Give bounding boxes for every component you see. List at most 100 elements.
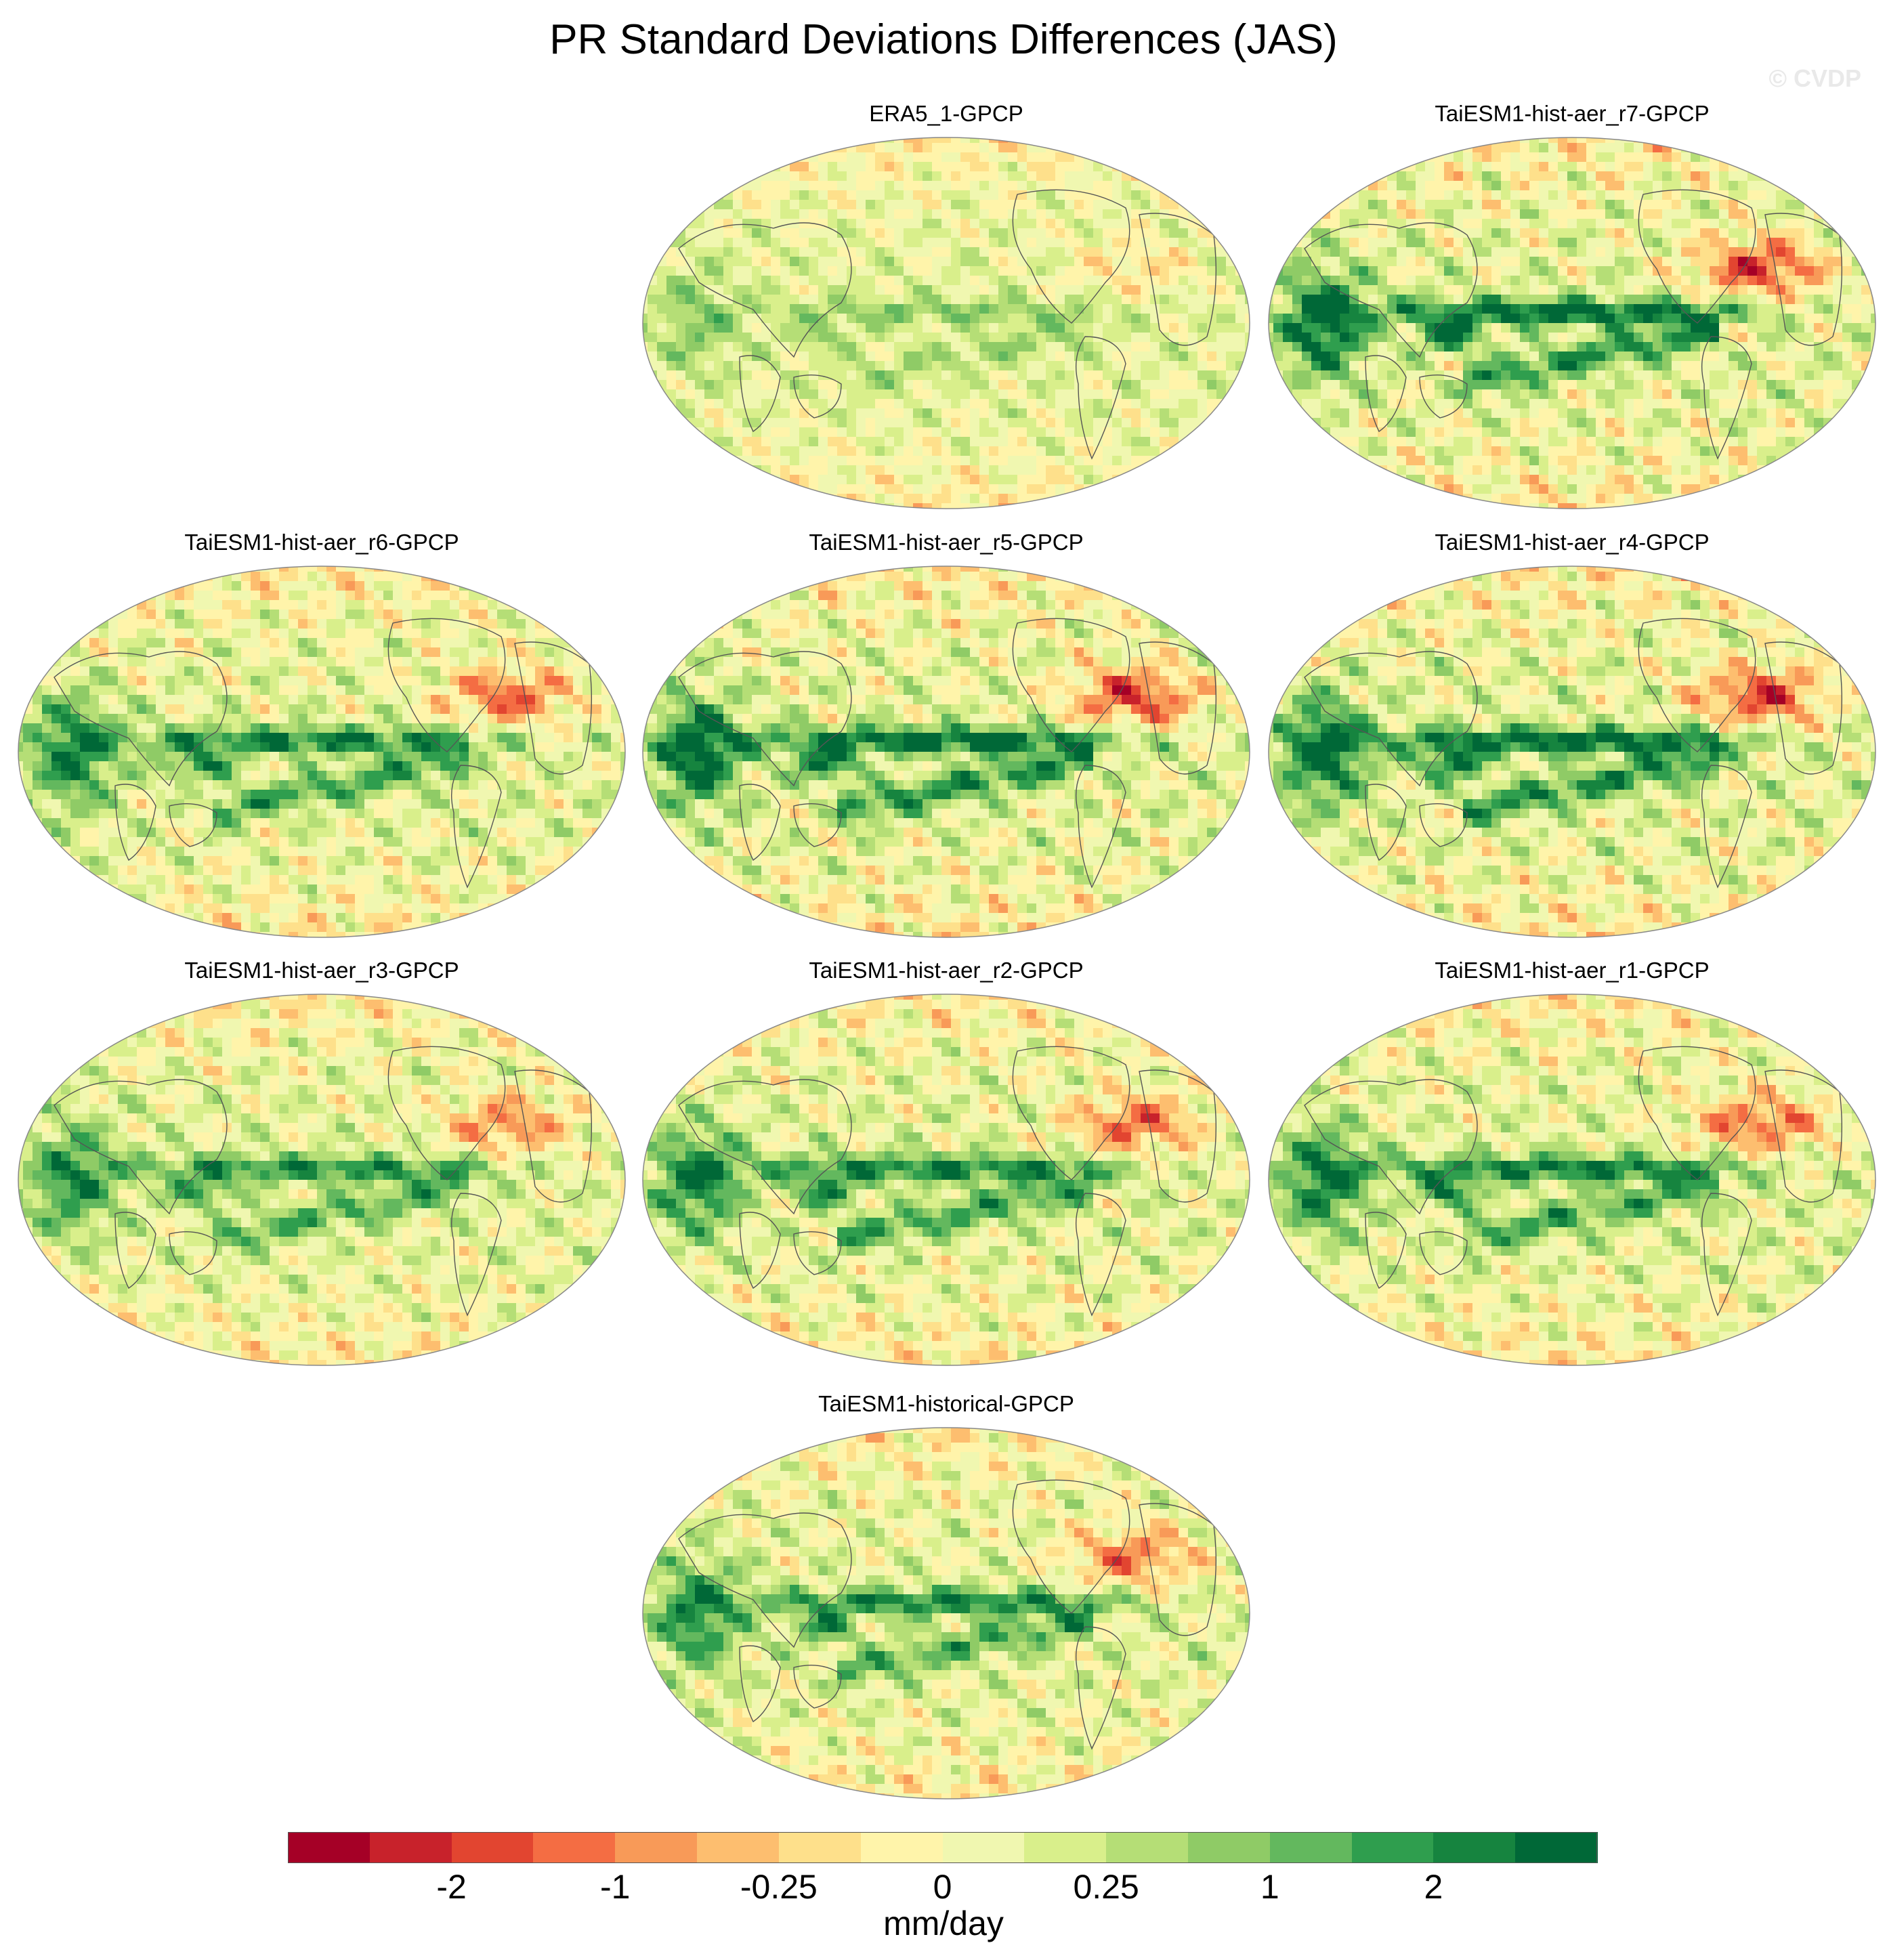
colorbar-tick-label: -2 (436, 1868, 467, 1906)
coastline (1701, 1193, 1752, 1317)
colorbar-swatch (1351, 1832, 1434, 1863)
colorbar-tick-label: 0.25 (1073, 1868, 1139, 1906)
coastline (793, 1664, 842, 1709)
colorbar-swatch (1433, 1832, 1516, 1863)
coastline (678, 1079, 852, 1215)
panel-title: TaiESM1-hist-aer_r6-GPCP (184, 530, 459, 555)
panel-title: TaiESM1-historical-GPCP (818, 1391, 1074, 1416)
coastline (387, 1046, 506, 1180)
coastline (1701, 765, 1752, 889)
coastline (793, 1231, 842, 1275)
coastline (678, 222, 852, 358)
robinson-map (1268, 137, 1876, 509)
colorbar-swatch (1269, 1832, 1353, 1863)
colorbar-swatch (533, 1832, 616, 1863)
map-panel: TaiESM1-hist-aer_r2-GPCP (638, 955, 1254, 1375)
colorbar-tick-label: 1 (1260, 1868, 1279, 1906)
map-panel: TaiESM1-hist-aer_r4-GPCP (1264, 527, 1880, 947)
robinson-map (1268, 994, 1876, 1366)
map-outline (642, 566, 1250, 938)
robinson-map (18, 994, 626, 1366)
coastline (1764, 641, 1843, 775)
colorbar-swatch (288, 1832, 370, 1863)
panel-title: ERA5_1-GPCP (869, 101, 1023, 126)
coastline (514, 641, 593, 775)
colorbar-tick-label: -1 (600, 1868, 631, 1906)
map-outline (1268, 137, 1876, 509)
panel-title: TaiESM1-hist-aer_r1-GPCP (1435, 958, 1710, 983)
map-outline (1268, 566, 1876, 938)
panel-title: TaiESM1-hist-aer_r7-GPCP (1435, 101, 1710, 126)
coastline (1075, 1193, 1126, 1317)
coastline (114, 784, 156, 861)
coastline (1139, 641, 1217, 775)
robinson-map (642, 137, 1250, 509)
coastline (793, 374, 842, 419)
coastline (1304, 1079, 1478, 1215)
coastline (1012, 1479, 1130, 1614)
coastline (387, 618, 506, 752)
coastline (1638, 189, 1756, 324)
coastline (1365, 784, 1407, 861)
coastline (1075, 1626, 1126, 1750)
coastline (1638, 1046, 1756, 1180)
colorbar (288, 1832, 1598, 1863)
coastline (739, 784, 781, 861)
robinson-map (642, 994, 1250, 1366)
coastline (1701, 336, 1752, 460)
panel-title: TaiESM1-hist-aer_r4-GPCP (1435, 530, 1710, 555)
map-panel: TaiESM1-hist-aer_r6-GPCP (14, 527, 630, 947)
map-panel: TaiESM1-historical-GPCP (638, 1388, 1254, 1808)
coastline (739, 1212, 781, 1290)
colorbar-swatch (860, 1832, 943, 1863)
coastline (1139, 1503, 1217, 1636)
figure-title: PR Standard Deviations Differences (JAS) (549, 16, 1338, 63)
coastline (450, 765, 502, 889)
coastline (1419, 803, 1468, 847)
map-panel: TaiESM1-hist-aer_r5-GPCP (638, 527, 1254, 947)
coastline (1419, 374, 1468, 419)
map-panel: ERA5_1-GPCP (638, 98, 1254, 518)
coastline (739, 355, 781, 433)
coastline (1304, 222, 1478, 358)
colorbar-tick-label: -0.25 (740, 1868, 818, 1906)
colorbar-units: mm/day (883, 1904, 1004, 1942)
coastline (114, 1212, 156, 1290)
panel-title: TaiESM1-hist-aer_r3-GPCP (184, 958, 459, 983)
coastline (678, 651, 852, 787)
colorbar-tick-label: 2 (1424, 1868, 1443, 1906)
panel-title: TaiESM1-hist-aer_r5-GPCP (809, 530, 1084, 555)
cvdp-watermark: © CVDP (1768, 64, 1861, 92)
map-panel: TaiESM1-hist-aer_r1-GPCP (1264, 955, 1880, 1375)
coastline (1304, 651, 1478, 787)
coastline (450, 1193, 502, 1317)
coastline (1764, 213, 1843, 346)
coastline (1365, 355, 1407, 433)
map-outline (18, 994, 626, 1366)
colorbar-swatch (697, 1832, 780, 1863)
coastline (54, 1079, 228, 1215)
colorbar-swatch (615, 1832, 698, 1863)
coastline (793, 803, 842, 847)
coastline (1012, 189, 1130, 324)
map-outline (642, 994, 1250, 1366)
colorbar-swatch (369, 1832, 452, 1863)
coastline (1638, 618, 1756, 752)
map-outline (642, 137, 1250, 509)
panel-title: TaiESM1-hist-aer_r2-GPCP (809, 958, 1084, 983)
robinson-map (18, 566, 626, 938)
coastline (1075, 336, 1126, 460)
colorbar-swatch (451, 1832, 534, 1863)
colorbar-swatch (778, 1832, 862, 1863)
colorbar-swatch (1024, 1832, 1107, 1863)
coastline (1365, 1212, 1407, 1290)
map-outline (642, 1427, 1250, 1799)
map-panel: TaiESM1-hist-aer_r3-GPCP (14, 955, 630, 1375)
coastline (1075, 765, 1126, 889)
colorbar-swatch (1515, 1832, 1598, 1863)
map-outline (18, 566, 626, 938)
coastline (514, 1069, 593, 1203)
colorbar-tick-label: 0 (933, 1868, 952, 1906)
coastline (739, 1645, 781, 1723)
colorbar-swatch (942, 1832, 1025, 1863)
